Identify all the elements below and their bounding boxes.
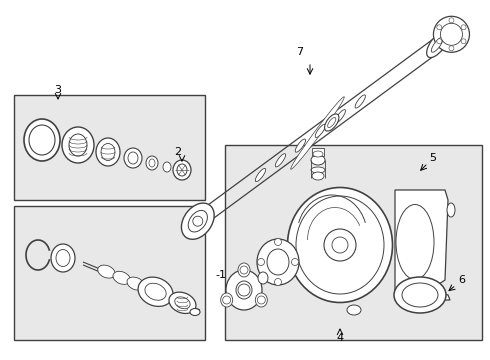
Circle shape — [257, 296, 265, 304]
Ellipse shape — [146, 156, 158, 170]
Ellipse shape — [291, 97, 344, 169]
Circle shape — [441, 23, 463, 45]
Circle shape — [258, 258, 265, 266]
Ellipse shape — [127, 277, 144, 290]
Ellipse shape — [169, 292, 196, 314]
Ellipse shape — [190, 309, 200, 315]
Circle shape — [240, 266, 248, 274]
Bar — [312, 148, 324, 156]
Circle shape — [238, 284, 250, 296]
Ellipse shape — [188, 211, 207, 232]
Ellipse shape — [311, 155, 325, 165]
Ellipse shape — [313, 151, 323, 157]
Text: 2: 2 — [174, 147, 182, 157]
Ellipse shape — [56, 249, 70, 266]
Ellipse shape — [288, 188, 392, 302]
Ellipse shape — [163, 162, 171, 172]
Circle shape — [222, 296, 231, 304]
Ellipse shape — [173, 160, 191, 180]
Circle shape — [449, 46, 454, 51]
Ellipse shape — [124, 148, 142, 168]
Circle shape — [193, 216, 203, 226]
Ellipse shape — [24, 119, 60, 161]
Text: 7: 7 — [296, 47, 304, 57]
Circle shape — [461, 39, 466, 44]
Ellipse shape — [296, 196, 384, 294]
Text: 3: 3 — [54, 85, 62, 95]
Ellipse shape — [149, 159, 155, 167]
Ellipse shape — [394, 277, 446, 313]
Ellipse shape — [69, 134, 87, 156]
Circle shape — [434, 16, 469, 52]
Circle shape — [461, 25, 466, 30]
Ellipse shape — [145, 283, 166, 300]
Ellipse shape — [258, 272, 268, 284]
Circle shape — [332, 237, 348, 253]
Bar — [14, 95, 205, 200]
Ellipse shape — [295, 139, 306, 152]
Ellipse shape — [396, 204, 434, 279]
Polygon shape — [395, 190, 450, 300]
Ellipse shape — [311, 167, 325, 173]
Ellipse shape — [347, 305, 361, 315]
Ellipse shape — [431, 37, 443, 52]
Text: -1: -1 — [215, 270, 226, 280]
Ellipse shape — [113, 271, 130, 284]
Bar — [14, 206, 205, 340]
Ellipse shape — [335, 109, 345, 123]
Ellipse shape — [275, 154, 286, 167]
Ellipse shape — [355, 95, 366, 108]
Ellipse shape — [255, 168, 266, 181]
Text: 5: 5 — [430, 153, 437, 163]
Ellipse shape — [138, 277, 173, 306]
Text: 6: 6 — [459, 275, 466, 285]
Circle shape — [437, 25, 442, 30]
Ellipse shape — [51, 244, 75, 272]
Ellipse shape — [447, 203, 455, 217]
Circle shape — [274, 279, 281, 285]
Ellipse shape — [101, 144, 115, 161]
Ellipse shape — [226, 270, 262, 310]
Ellipse shape — [177, 164, 187, 176]
Circle shape — [449, 18, 454, 23]
Ellipse shape — [96, 138, 120, 166]
Ellipse shape — [328, 117, 336, 127]
Ellipse shape — [402, 283, 438, 307]
Ellipse shape — [424, 286, 436, 294]
Ellipse shape — [98, 265, 115, 278]
Ellipse shape — [236, 281, 252, 299]
Ellipse shape — [238, 263, 250, 277]
Circle shape — [274, 238, 281, 246]
Ellipse shape — [62, 127, 94, 163]
Ellipse shape — [324, 114, 339, 131]
Circle shape — [292, 258, 298, 266]
Bar — [225, 145, 482, 340]
Ellipse shape — [267, 249, 289, 275]
Ellipse shape — [255, 293, 268, 307]
Ellipse shape — [315, 124, 325, 138]
Ellipse shape — [427, 32, 448, 58]
Text: 4: 4 — [337, 333, 343, 343]
Ellipse shape — [312, 172, 324, 180]
Circle shape — [437, 39, 442, 44]
Ellipse shape — [128, 152, 138, 164]
Ellipse shape — [175, 297, 190, 309]
Ellipse shape — [220, 293, 233, 307]
Ellipse shape — [181, 203, 214, 239]
Ellipse shape — [29, 125, 55, 155]
Ellipse shape — [257, 239, 299, 285]
Circle shape — [324, 229, 356, 261]
